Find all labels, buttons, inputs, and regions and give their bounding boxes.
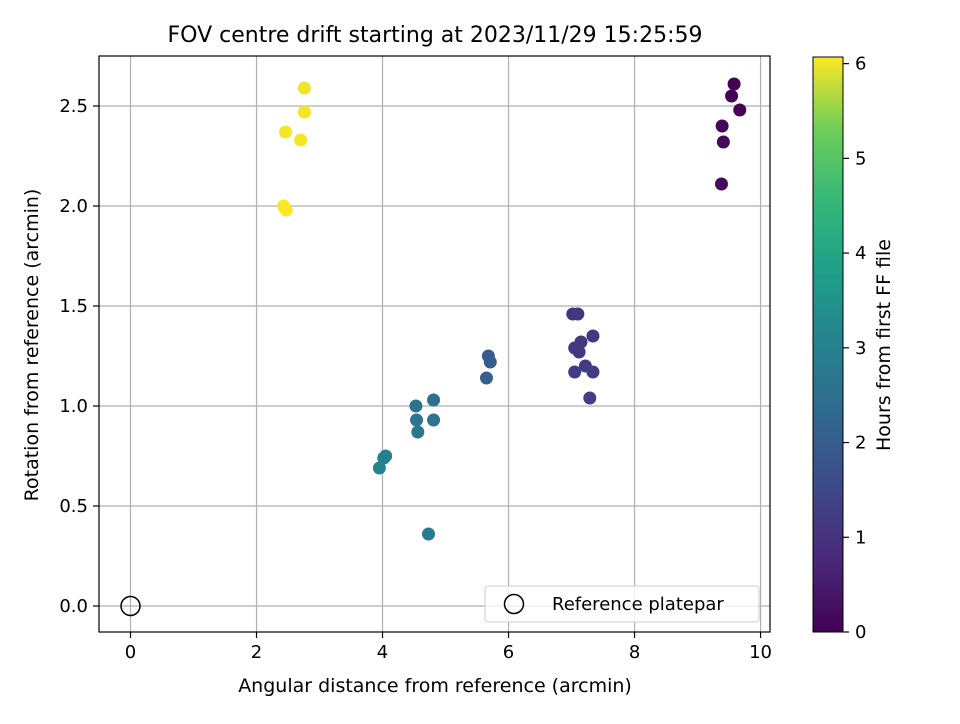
x-tick-label: 0 bbox=[125, 642, 136, 663]
legend-box bbox=[484, 585, 760, 623]
data-point bbox=[727, 77, 741, 91]
colorbar-tick-label: 5 bbox=[855, 148, 866, 169]
legend-reference-label: Reference platepar bbox=[552, 594, 724, 615]
data-point bbox=[410, 413, 424, 427]
data-point bbox=[715, 119, 729, 133]
data-point bbox=[278, 125, 292, 139]
y-axis-label: Rotation from reference (arcmin) bbox=[21, 189, 43, 502]
data-point bbox=[716, 135, 730, 149]
data-point bbox=[586, 365, 600, 379]
y-tick-label: 1.5 bbox=[59, 296, 88, 317]
legend-reference-marker bbox=[503, 593, 525, 615]
scatter-points bbox=[277, 77, 747, 541]
data-point bbox=[483, 355, 497, 369]
data-point bbox=[294, 133, 308, 147]
colorbar-tick-label: 0 bbox=[855, 622, 866, 643]
data-point bbox=[733, 103, 747, 117]
chart-title: FOV centre drift starting at 2023/11/29 … bbox=[168, 23, 703, 48]
data-point bbox=[725, 89, 739, 103]
data-point bbox=[714, 177, 728, 191]
data-point bbox=[586, 329, 600, 343]
colorbar-tick-label: 1 bbox=[855, 527, 866, 548]
reference-marker bbox=[120, 595, 141, 617]
data-point bbox=[409, 399, 423, 413]
data-point bbox=[568, 365, 582, 379]
data-point bbox=[372, 461, 386, 475]
colorbar-tick-label: 2 bbox=[855, 433, 866, 454]
y-tick-label: 0.5 bbox=[59, 496, 88, 517]
data-point bbox=[427, 393, 441, 407]
x-tick-label: 8 bbox=[629, 642, 640, 663]
legend: Reference platepar bbox=[484, 585, 760, 623]
y-tick-label: 0.0 bbox=[59, 596, 88, 617]
colorbar-ticks: 0 1 2 3 4 5 6 bbox=[843, 54, 866, 643]
x-tick-label: 10 bbox=[749, 642, 772, 663]
data-point bbox=[279, 203, 293, 217]
x-tick-label: 2 bbox=[251, 642, 262, 663]
data-point bbox=[297, 105, 311, 119]
colorbar-label: Hours from first FF file bbox=[873, 239, 895, 451]
y-tick-label: 2.5 bbox=[59, 96, 88, 117]
y-tick-label: 1.0 bbox=[59, 396, 88, 417]
axis-ticks: 0 2 4 6 8 10 0.0 0.5 1.0 1.5 2.0 2.5 bbox=[59, 96, 772, 663]
reference-marker-group bbox=[120, 595, 141, 617]
colorbar-tick-label: 3 bbox=[855, 338, 866, 359]
colorbar-tick-label: 4 bbox=[855, 243, 866, 264]
data-point bbox=[572, 345, 586, 359]
data-point bbox=[297, 81, 311, 95]
x-axis-label: Angular distance from reference (arcmin) bbox=[238, 675, 632, 697]
colorbar-gradient bbox=[812, 56, 844, 633]
colorbar-tick-label: 6 bbox=[855, 54, 866, 75]
data-point bbox=[411, 425, 425, 439]
colorbar: 0 1 2 3 4 5 6 Hours from first FF file bbox=[812, 54, 895, 643]
grid-lines bbox=[99, 56, 770, 632]
x-tick-label: 6 bbox=[503, 642, 514, 663]
data-point bbox=[427, 413, 441, 427]
data-point bbox=[422, 527, 436, 541]
data-point bbox=[377, 451, 391, 465]
x-tick-label: 4 bbox=[377, 642, 388, 663]
data-point bbox=[479, 371, 493, 385]
plot-frame bbox=[98, 55, 771, 633]
data-point bbox=[571, 307, 585, 321]
y-tick-label: 2.0 bbox=[59, 196, 88, 217]
data-point bbox=[583, 391, 597, 405]
